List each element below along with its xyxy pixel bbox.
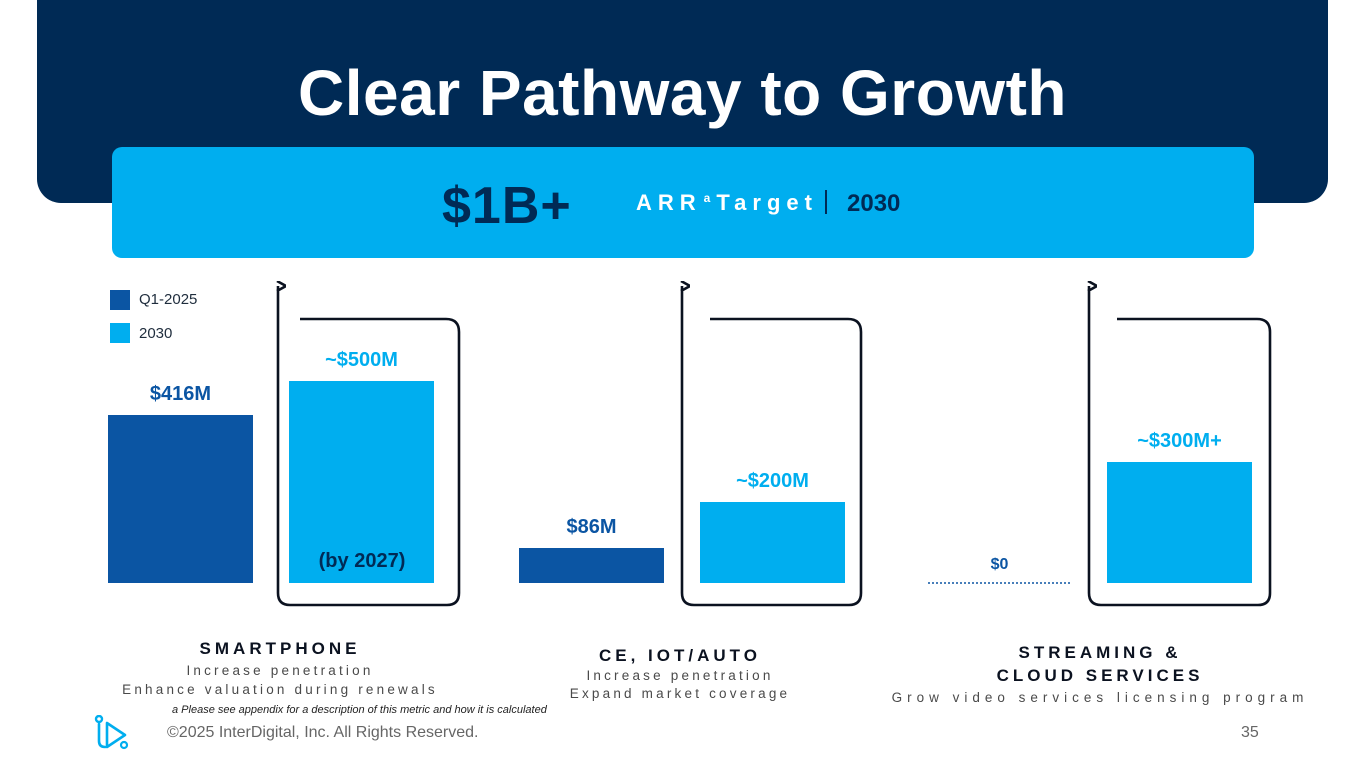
target-value: $1B+ [442,177,572,235]
bar-ce-iot-auto-2030 [700,502,845,583]
legend-swatch-2030 [110,323,130,343]
pathway-arrow-smartphone [278,286,461,607]
value-label-ce-iot-auto-q1-2025: $86M [566,516,617,539]
banner-divider [825,190,827,214]
target-label: ARR a Target [636,190,818,216]
value-label-smartphone-q1-2025: $416M [149,382,212,405]
legend-label-2030: 2030 [139,325,173,342]
segment-line-smartphone-2: Enhance valuation during renewals [122,682,438,697]
pathway-arrow-ce-iot [682,286,863,607]
segment-title-smartphone: SMARTPHONE [199,639,361,658]
segment-line-streaming-1: Grow video services licensing program [891,690,1309,705]
value-label-smartphone-2030: ~$500M [325,349,398,371]
interdigital-logo-icon [94,715,129,750]
bar-streaming-cloud-services-2030 [1107,461,1252,583]
page-title: Clear Pathway to Growth [298,57,1067,129]
segment-title-streaming: STREAMING & [1018,643,1182,662]
value-label-streaming-cloud-services-q1-2025: $0 [990,556,1009,573]
target-banner [112,147,1254,258]
footnote: a Please see appendix for a description … [172,704,547,716]
smartphone-target-note: (by 2027) [318,550,406,572]
segment-line-ce-iot-1: Increase penetration [586,668,774,683]
segment-title-streaming-2: CLOUD SERVICES [996,666,1204,685]
arr-label: ARR [636,190,702,215]
value-label-streaming-cloud-services-2030: ~$300M+ [1137,429,1222,452]
segment-title-ce-iot: CE, IOT/AUTO [599,646,761,665]
page-number: 35 [1241,724,1259,741]
bar-smartphone-2030 [289,381,434,583]
legend-swatch-q1-2025 [110,290,130,310]
value-label-ce-iot-auto-2030: ~$200M [736,470,809,493]
segment-line-ce-iot-2: Expand market coverage [569,686,791,701]
segment-line-smartphone-1: Increase penetration [186,663,374,678]
pathway-arrow-streaming [1089,286,1272,607]
target-suffix: Target [716,190,818,215]
bar-ce-iot-auto-q1-2025 [519,548,664,583]
arr-superscript: a [703,191,711,205]
target-year: 2030 [847,190,901,217]
legend-label-q1-2025: Q1-2025 [139,291,198,308]
copyright: ©2025 InterDigital, Inc. All Rights Rese… [167,724,479,741]
bar-smartphone-q1-2025 [108,414,253,583]
